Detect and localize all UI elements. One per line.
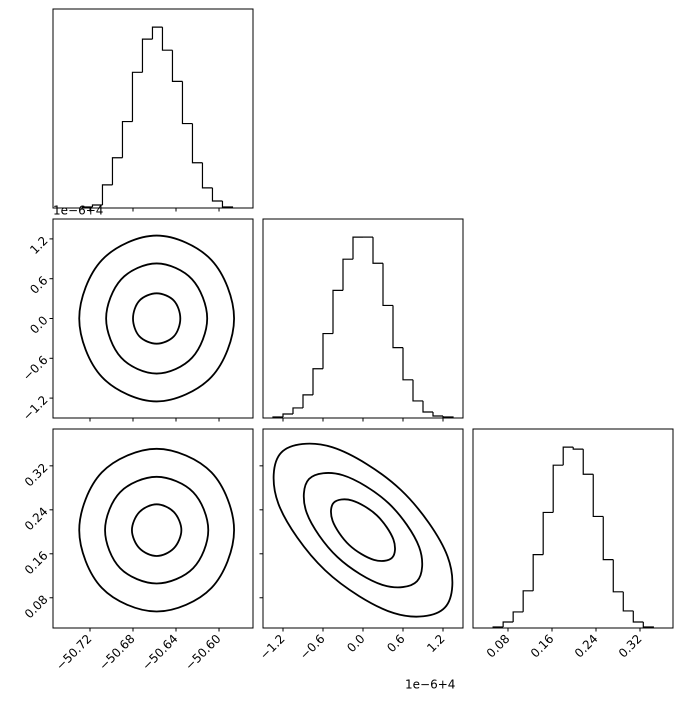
y-tick-label: 0.16 — [22, 548, 51, 577]
panel-frame — [52, 428, 254, 629]
hist-step — [642, 621, 654, 628]
hist-step — [352, 236, 363, 260]
hist-step — [372, 237, 383, 264]
contour-line — [78, 447, 235, 613]
hist-step — [111, 157, 123, 185]
hist-step — [552, 464, 564, 513]
hist-step — [101, 184, 113, 205]
y-tick-label: −0.6 — [20, 353, 51, 384]
hist-step — [201, 162, 213, 189]
y-tick-label: 0.08 — [22, 592, 51, 621]
hist-step — [612, 559, 624, 593]
x-tick-label: 0.0 — [344, 632, 367, 655]
panel-frame — [52, 218, 254, 419]
contour-line — [330, 498, 396, 562]
hist-step — [582, 449, 594, 475]
hist-step — [632, 610, 644, 623]
y-offset-label: 1e−6+4 — [53, 204, 103, 218]
panel-frame — [262, 218, 464, 419]
hist-step — [532, 554, 544, 591]
x-tick-label: −50.72 — [53, 632, 94, 673]
hist-step — [442, 415, 454, 418]
hist-step — [151, 26, 163, 40]
hist-step — [312, 368, 323, 395]
x-tick-label: 0.16 — [528, 632, 557, 661]
x-tick-label: 0.24 — [572, 632, 601, 661]
hist-step — [622, 591, 634, 612]
y-tick-label: −1.2 — [20, 393, 51, 424]
hist-step — [342, 258, 353, 291]
contour-line — [272, 442, 454, 618]
contour-line — [302, 472, 424, 589]
hist-step — [592, 474, 604, 518]
hist-step — [412, 379, 423, 402]
hist-step — [502, 621, 514, 627]
hist-step — [542, 511, 554, 555]
hist-step — [332, 289, 343, 334]
panel-frame — [262, 428, 464, 629]
hist-step — [602, 516, 614, 561]
y-tick-label: 0.24 — [22, 505, 51, 534]
x-tick-label: 0.6 — [384, 632, 407, 655]
x-offset-label: 1e−6+4 — [405, 678, 455, 692]
x-tick-label: −50.68 — [96, 632, 137, 673]
y-tick-label: 1.2 — [27, 234, 50, 257]
hist-step — [562, 446, 574, 466]
x-tick-label: −50.60 — [182, 632, 223, 673]
x-tick-label: 0.08 — [484, 632, 513, 661]
hist-step — [181, 81, 193, 125]
contour-line — [132, 292, 182, 345]
x-tick-label: −0.6 — [297, 632, 328, 663]
hist-step — [161, 27, 173, 51]
x-tick-label: −1.2 — [257, 632, 288, 663]
hist-step — [422, 400, 433, 413]
panel-frame — [472, 428, 674, 629]
contour-line — [78, 234, 235, 403]
hist-step — [211, 187, 223, 202]
hist-step — [392, 305, 403, 349]
x-tick-label: −50.64 — [139, 632, 180, 673]
x-tick-label: 0.32 — [616, 632, 645, 661]
contour-line — [104, 475, 210, 585]
hist-step — [221, 200, 234, 208]
hist-step — [91, 204, 103, 207]
y-tick-label: 0.0 — [27, 313, 50, 336]
y-tick-label: 0.6 — [27, 273, 50, 296]
hist-step — [432, 411, 443, 417]
hist-step — [402, 347, 413, 381]
hist-step — [171, 50, 183, 82]
contour-line — [131, 503, 183, 557]
hist-step — [141, 38, 153, 73]
y-tick-label: 0.32 — [22, 461, 51, 490]
hist-step — [512, 611, 524, 622]
hist-step — [382, 263, 393, 307]
contour-line — [105, 262, 209, 375]
hist-step — [292, 407, 303, 414]
hist-step — [121, 120, 133, 158]
hist-step — [282, 413, 293, 417]
panel-frame — [52, 8, 254, 209]
hist-step — [302, 394, 313, 408]
x-tick-label: 1.2 — [424, 632, 447, 655]
hist-step — [572, 447, 584, 450]
hist-step — [322, 332, 333, 369]
hist-step — [131, 71, 143, 122]
hist-step — [522, 590, 534, 612]
hist-step — [191, 123, 203, 164]
